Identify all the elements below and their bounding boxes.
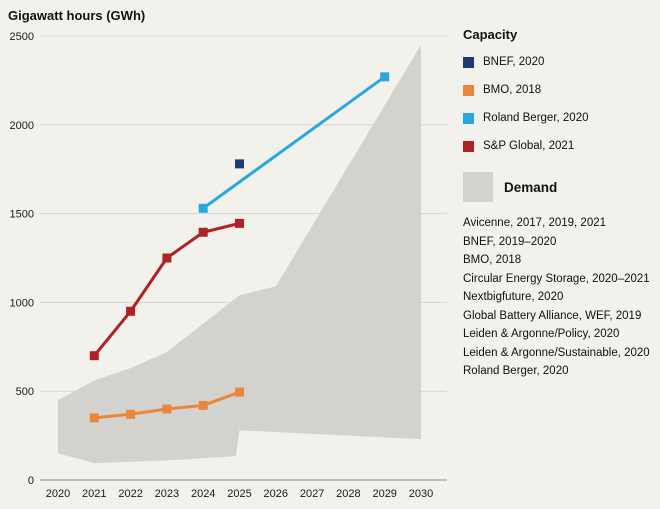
x-tick-label: 2027 — [300, 488, 324, 500]
series-line-roland-berger-2020 — [202, 75, 386, 210]
y-tick-label: 1500 — [10, 209, 34, 221]
series-marker-s-p-global-2021 — [126, 306, 136, 316]
legend-label: BMO, 2018 — [483, 84, 542, 96]
demand-source: Leiden & Argonne/Sustainable, 2020 — [463, 346, 650, 359]
x-tick-label: 2020 — [46, 488, 70, 500]
legend-label: BNEF, 2020 — [483, 56, 545, 68]
legend-item-roland-berger: Roland Berger, 2020 — [463, 112, 660, 124]
demand-source: Global Battery Alliance, WEF, 2019 — [463, 309, 642, 322]
x-tick-label: 2021 — [82, 488, 106, 500]
roland-berger-swatch-icon — [463, 112, 474, 124]
x-tick-label: 2028 — [336, 488, 360, 500]
y-tick-label: 0 — [28, 475, 34, 487]
series-marker-roland-berger-2020 — [380, 72, 390, 82]
series-marker-bmo-2018 — [162, 404, 172, 414]
demand-source: Avicenne, 2017, 2019, 2021 — [463, 217, 607, 229]
series-marker-bmo-2018 — [89, 413, 99, 423]
series-marker-s-p-global-2021 — [162, 253, 172, 263]
series-marker-roland-berger-2020 — [198, 203, 208, 213]
series-marker-bmo-2018 — [198, 400, 208, 410]
series-marker-s-p-global-2021 — [89, 351, 99, 361]
series-marker-s-p-global-2021 — [235, 218, 244, 228]
demand-source: BMO, 2018 — [463, 254, 522, 266]
legend-item-bmo: BMO, 2018 — [463, 84, 660, 96]
y-tick-label: 500 — [16, 386, 34, 398]
chart-svg: 0 500 1000 1500 2000 2500 2020 2021 2022 2023 2024… — [10, 31, 447, 500]
demand-source: BNEF, 2019–2020 — [463, 235, 557, 248]
demand-swatch-icon — [463, 172, 493, 202]
x-tick-label: 2024 — [191, 488, 215, 500]
sp-global-swatch-icon — [463, 140, 474, 152]
legend-item-sp-global: S&P Global, 2021 — [463, 140, 660, 152]
capacity-heading: Capacity — [463, 27, 518, 42]
x-tick-label: 2026 — [264, 488, 288, 500]
demand-sources-list: Avicenne, 2017, 2019, 2021 BNEF, 2019–20… — [463, 214, 660, 381]
demand-source: Nextbigfuture, 2020 — [463, 291, 564, 303]
demand-heading: Demand — [504, 179, 558, 195]
bmo-swatch-icon — [463, 84, 474, 96]
x-tick-label: 2029 — [372, 488, 396, 500]
legend-label: Roland Berger, 2020 — [483, 112, 589, 124]
demand-source: Roland Berger, 2020 — [463, 365, 569, 377]
y-tick-label: 2500 — [10, 31, 34, 43]
x-tick-label: 2023 — [155, 488, 179, 500]
demand-source: Leiden & Argonne/Policy, 2020 — [463, 328, 620, 340]
y-tick-label: 2000 — [10, 120, 34, 132]
series-marker-bmo-2018 — [235, 387, 244, 397]
legend-item-bnef: BNEF, 2020 — [463, 56, 660, 68]
x-tick-label: 2030 — [409, 488, 433, 500]
series-marker-bnef-2020 — [235, 159, 244, 169]
demand-source: Circular Energy Storage, 2020–2021 — [463, 272, 650, 285]
legend: Capacity BNEF, 2020 BMO, 2018 Roland Ber… — [463, 27, 660, 381]
legend-item-demand: Demand — [463, 172, 660, 202]
x-tick-label: 2022 — [118, 488, 142, 500]
x-tick-label: 2025 — [227, 488, 251, 500]
series-marker-bmo-2018 — [126, 409, 136, 419]
bnef-swatch-icon — [463, 56, 474, 68]
y-tick-label: 1000 — [10, 297, 34, 309]
legend-label: S&P Global, 2021 — [483, 140, 575, 152]
y-axis-title: Gigawatt hours (GWh) — [8, 8, 146, 23]
series-marker-s-p-global-2021 — [198, 227, 208, 237]
demand-area — [58, 44, 421, 464]
